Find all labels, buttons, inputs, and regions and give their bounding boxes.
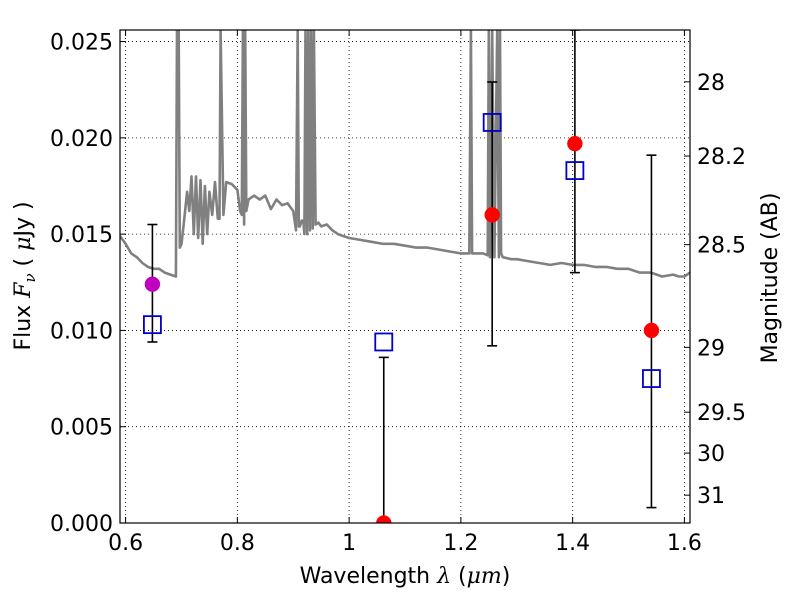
axes-frame <box>119 29 691 524</box>
y-tick-label: 0.000 <box>50 512 113 537</box>
model-square <box>482 113 502 132</box>
y-tick-label: 0.020 <box>50 127 113 152</box>
y-label-pre: Flux <box>11 298 36 351</box>
observed-point <box>376 515 392 523</box>
y-tick-label: 0.025 <box>50 31 113 56</box>
y2-tick-label: 29.5 <box>697 401 746 426</box>
y-label-subscript: ν <box>21 273 39 282</box>
y-label-open: ( <box>11 251 36 274</box>
observed-point <box>643 322 660 339</box>
y-label-close: Jy ) <box>11 201 36 238</box>
model-square <box>642 369 661 388</box>
y2-tick-label: 31 <box>697 484 725 509</box>
y-tick-label: 0.005 <box>50 416 113 441</box>
grid <box>120 30 690 524</box>
x-tick-label: 0.8 <box>220 531 255 556</box>
x-tick-label: 1.2 <box>443 531 478 556</box>
model-square <box>143 315 162 335</box>
sed-template-line <box>120 30 690 278</box>
observed-point <box>484 207 500 223</box>
x-label-close: ) <box>502 564 511 589</box>
y-tick-label: 0.010 <box>50 319 113 344</box>
observed-point <box>144 276 161 292</box>
ticks: 0.6 0.8 1 1.2 1.4 1.6 0.000 0.005 0.010 0.015 0.02… <box>50 30 746 556</box>
y2-tick-label: 29 <box>697 336 725 361</box>
model-points <box>143 113 661 388</box>
x-tick-label: 1.6 <box>667 531 702 556</box>
y2-tick-label: 30 <box>697 442 725 467</box>
y-label-unit: μ <box>11 237 36 251</box>
y2-tick-label: 28.2 <box>697 145 746 170</box>
y2-tick-label: 28.5 <box>697 234 746 259</box>
y2-tick-label: 28 <box>697 71 725 96</box>
x-label-unit: μm <box>467 564 502 589</box>
x-label-open: ( <box>451 564 467 589</box>
x-label-symbol: λ <box>436 564 451 589</box>
observed-point <box>567 135 583 152</box>
y-axis-label: Flux Fν ( μJy ) <box>11 201 39 350</box>
model-square <box>565 161 585 180</box>
x-tick-label: 1.4 <box>555 531 590 556</box>
plot-area <box>120 30 690 523</box>
observed-points <box>144 135 660 523</box>
model-square <box>374 332 394 352</box>
x-tick-label: 0.6 <box>108 531 143 556</box>
y-label-symbol: F <box>11 282 36 299</box>
errorbars <box>147 30 657 523</box>
x-tick-label: 1 <box>342 531 356 556</box>
x-label-pre: Wavelength <box>300 564 438 589</box>
y-tick-label: 0.015 <box>50 223 113 248</box>
y2-axis-label: Magnitude (AB) <box>758 193 783 364</box>
x-axis-label: Wavelength λ (μm) <box>300 564 511 589</box>
